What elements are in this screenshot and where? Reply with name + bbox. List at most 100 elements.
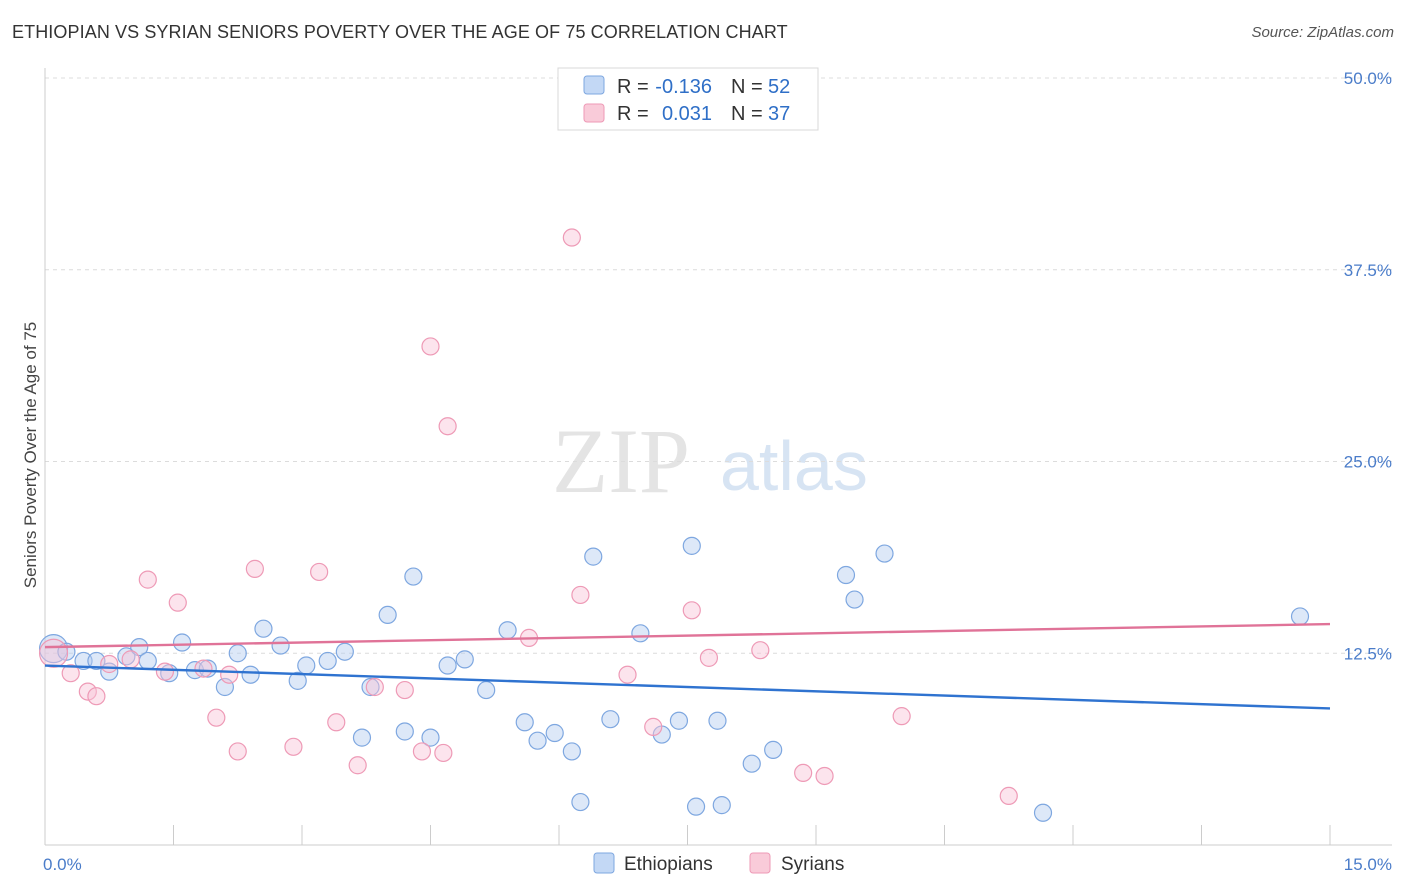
ethiopian-point (764, 740, 783, 759)
ethiopian-point (352, 728, 372, 747)
ethiopian-point (584, 547, 603, 566)
syrian-point (87, 687, 106, 706)
bottom-legend-swatch-syrians (749, 852, 771, 874)
bottom-legend-label-syrians: Syrians (781, 854, 844, 875)
trend-lines (44, 622, 1331, 710)
ethiopian-point (515, 713, 534, 732)
ethiopian-point (682, 536, 701, 555)
ethiopian-point (631, 624, 650, 643)
tick-labels: 12.5% 25.0% 37.5% 50.0% 0.0% 15.0% (43, 69, 1392, 874)
syrian-point (348, 756, 367, 775)
syrian-point (682, 601, 701, 620)
ethiopian-point (742, 754, 761, 773)
ethiopian-point (130, 638, 149, 657)
ethiopian-point (241, 665, 260, 684)
bottom-legend-swatch-ethiopians (593, 852, 615, 874)
ethiopian-point (378, 605, 397, 625)
syrian-point (327, 713, 346, 732)
ethiopian-point (455, 650, 474, 669)
syrian-point (155, 662, 175, 681)
ethiopian-point (74, 651, 93, 671)
legend-r-label-2: R = (617, 103, 649, 125)
syrian-point (78, 682, 97, 701)
ethiopian-point (571, 792, 590, 812)
ethiopian-point (404, 567, 423, 586)
ethiopian-point (845, 590, 864, 609)
bottom-legend-label-ethiopians: Ethiopians (624, 854, 713, 875)
ethiopian-point (477, 680, 496, 700)
ethiopian-point (498, 621, 517, 640)
ethiopian-point (545, 723, 564, 743)
ethiopian-point (198, 659, 217, 678)
series-legend: Ethiopians Syrians (593, 852, 844, 875)
ethiopian-trend-line (44, 664, 1331, 710)
legend-n-label-2: N = (731, 103, 763, 125)
x-tick-label: 15.0% (1344, 855, 1392, 874)
ethiopian-point (438, 656, 457, 675)
ethiopian-point (528, 731, 547, 750)
y-tick-label: 37.5% (1344, 261, 1392, 280)
ethiopian-point (271, 636, 290, 655)
syrian-point (38, 638, 69, 668)
ethiopian-point (335, 642, 354, 661)
syrian-point (421, 337, 440, 356)
syrian-point (751, 641, 770, 660)
syrian-point (892, 707, 911, 726)
syrian-point (365, 677, 384, 697)
legend-swatch-ethiopians (583, 75, 605, 95)
ethiopian-point (395, 722, 414, 741)
ethiopian-point (228, 644, 247, 663)
ethiopian-point (669, 711, 689, 730)
ethiopian-point (875, 544, 894, 563)
y-tick-label: 12.5% (1344, 644, 1392, 663)
syrian-trend-line (44, 622, 1331, 649)
ethiopian-point (361, 677, 380, 697)
ethiopian-point (421, 728, 440, 747)
legend-n-value-2: 37 (768, 103, 790, 125)
ethiopian-point (562, 742, 581, 761)
ethiopian-point (686, 797, 706, 816)
legend-r-value-2: 0.031 (662, 103, 712, 125)
stats-legend: R = -0.136 N = 52 R = 0.031 N = 37 (557, 67, 819, 131)
syrian-point (138, 570, 157, 589)
syrian-point (699, 648, 719, 667)
ethiopian-point (254, 619, 273, 638)
legend-n-label-1: N = (731, 76, 763, 98)
ethiopian-point (172, 633, 192, 652)
syrian-point (100, 654, 119, 674)
syrian-point (562, 228, 581, 247)
syrian-point (194, 659, 213, 678)
ethiopian-point (1033, 803, 1053, 822)
syrian-point (228, 742, 247, 761)
syrian-point (245, 559, 264, 578)
legend-swatch-syrians (583, 103, 605, 123)
x-tick-label: 0.0% (43, 855, 82, 874)
syrian-point (794, 763, 813, 783)
syrian-point (412, 742, 432, 761)
ethiopian-point (138, 651, 157, 671)
syrian-point (815, 766, 834, 786)
syrian-point (121, 650, 140, 669)
ethiopian-point (297, 656, 316, 675)
syrian-point (310, 562, 329, 582)
ethiopian-point (836, 565, 856, 585)
syrian-point (434, 743, 453, 763)
ethiopian-point (318, 651, 337, 671)
syrian-point (999, 786, 1018, 806)
axes (44, 68, 1392, 846)
syrian-point (284, 737, 303, 756)
syrian-point (618, 665, 637, 684)
source-label: Source: ZipAtlas.com (1251, 24, 1394, 41)
ethiopian-point (288, 671, 307, 690)
syrian-point (220, 665, 239, 684)
ethiopian-point (601, 710, 620, 729)
legend-n-value-1: 52 (768, 76, 790, 98)
ethiopian-point (712, 796, 731, 815)
y-tick-label: 25.0% (1344, 453, 1392, 472)
syrian-point (207, 708, 226, 727)
watermark-atlas: atlas (720, 427, 868, 505)
chart-title: ETHIOPIAN VS SYRIAN SENIORS POVERTY OVER… (12, 22, 788, 42)
y-tick-label: 50.0% (1344, 69, 1392, 88)
syrian-point (168, 593, 187, 612)
